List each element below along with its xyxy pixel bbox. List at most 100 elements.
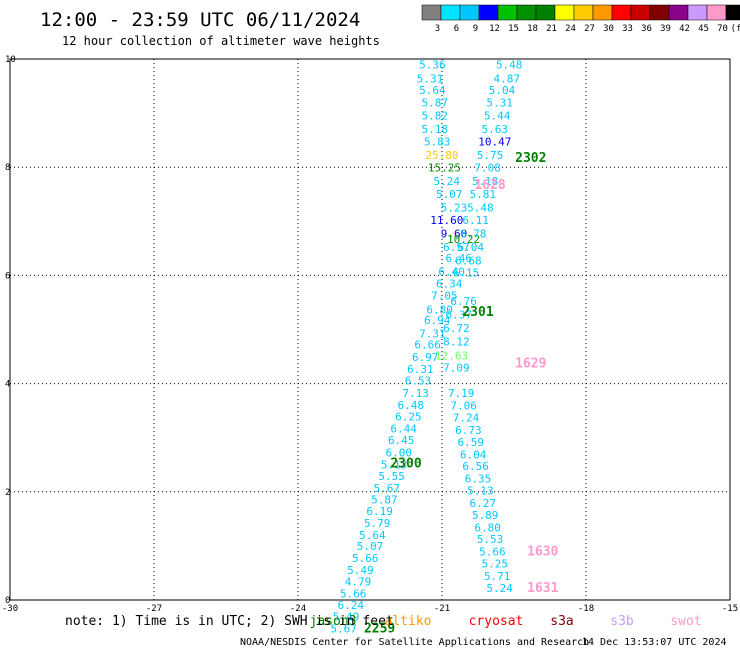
time-label: 1629: [515, 356, 546, 371]
colorbar-label: 42: [679, 24, 690, 34]
plot-frame: [9, 58, 731, 601]
satellite-legend: jason3 altiko cryosat s3a s3b swot: [310, 614, 702, 629]
colorbar-swatch: [668, 4, 689, 21]
x-tick-label: -24: [290, 604, 306, 614]
swh-value: 5.87: [371, 494, 398, 507]
swh-value: 6.80: [474, 521, 501, 534]
swh-value: 5.82: [422, 110, 449, 123]
colorbar-label: 15: [508, 24, 519, 34]
swh-value: 6.35: [465, 473, 492, 486]
colorbar-label: 6: [454, 24, 459, 34]
x-tick-label: -21: [434, 604, 450, 614]
colorbar-swatch: [706, 4, 727, 21]
time-label: 1630: [527, 545, 558, 560]
colorbar-label: 18: [527, 24, 538, 34]
colorbar-swatch: [649, 4, 670, 21]
time-label: 2259: [364, 621, 395, 636]
swh-value: 5.07: [436, 188, 463, 201]
swh-value: 6.04: [460, 448, 487, 461]
swh-value: 5.36: [419, 59, 446, 72]
credit-text: NOAA/NESDIS Center for Satellite Applica…: [240, 637, 589, 648]
colorbar-swatch: [725, 4, 740, 21]
colorbar-swatch: [630, 4, 651, 21]
colorbar-swatch: [535, 4, 556, 21]
swh-value: 5.49: [333, 611, 360, 624]
time-label: 2302: [515, 151, 546, 166]
time-label: 2301: [462, 305, 493, 320]
swh-value: 7.06: [450, 400, 477, 413]
swh-value: 6.97: [412, 351, 439, 364]
swh-value: 6.44: [390, 422, 417, 435]
swh-value: 6.59: [458, 436, 485, 449]
swh-value: 6.66: [414, 338, 441, 351]
swh-value: 5.64: [419, 84, 446, 97]
swh-value: 6.31: [407, 363, 434, 376]
colorbar-swatch: [687, 4, 708, 21]
swh-value: 5.23: [441, 202, 468, 215]
swh-value: 6.56: [462, 460, 489, 473]
swh-value: 6.78: [460, 228, 487, 241]
swh-value: 6.15: [453, 266, 480, 279]
swh-value: 5.79: [364, 517, 391, 530]
swh-value: 5.18: [472, 175, 499, 188]
swh-value: 5.66: [340, 587, 367, 600]
swh-value: 7.13: [402, 387, 429, 400]
y-tick-label: 0: [5, 596, 10, 606]
x-tick-label: -27: [146, 604, 162, 614]
swh-value: 5.53: [477, 533, 504, 546]
y-tick-label: 8: [5, 163, 10, 173]
swh-value: 5.04: [489, 84, 516, 97]
satellite-legend-item: jason3: [310, 614, 357, 629]
plot-grid: [9, 58, 731, 601]
time-labels: 2302 1628 2301 1629 2300 1630 1631 2259: [364, 151, 559, 637]
swh-value: 5.55: [378, 470, 405, 483]
swh-value: 6.11: [462, 214, 489, 227]
colorbar-swatch: [459, 4, 480, 21]
y-tick-label: 2: [5, 488, 10, 498]
x-tick-label: -18: [578, 604, 594, 614]
swh-value: 6.48: [398, 399, 425, 412]
colorbar-label: 36: [641, 24, 652, 34]
swh-value: 5.66: [352, 552, 379, 565]
time-label: 1628: [474, 178, 505, 193]
swh-value: 5.49: [347, 564, 374, 577]
colorbar-swatch: [478, 4, 499, 21]
satellite-legend-item: altiko: [385, 614, 432, 629]
x-tick-label: -30: [2, 604, 18, 614]
swh-value: 7.08: [474, 162, 501, 175]
swh-value: 6.19: [366, 505, 393, 518]
swh-points: 5.365.315.645.875.825.185.8325.8015.255.…: [330, 59, 522, 636]
y-tick-label: 10: [5, 55, 16, 65]
swh-value: 4.79: [345, 575, 372, 588]
colorbar-label: 12: [489, 24, 500, 34]
swh-value: 5.75: [477, 149, 504, 162]
swh-value: 7.19: [448, 387, 475, 400]
swh-value: 12.63: [435, 349, 468, 362]
swh-value: 25.80: [425, 149, 458, 162]
y-tick-label: 6: [5, 271, 10, 281]
swh-value: 5.13: [381, 459, 408, 472]
swh-value: 6.72: [443, 322, 470, 335]
swh-value: 6.45: [388, 434, 415, 447]
chart-title: 12:00 - 23:59 UTC 06/11/2024: [40, 9, 360, 31]
colorbar-swatch: [421, 4, 442, 21]
swh-value: 6.34: [436, 277, 463, 290]
swh-value: 5.89: [472, 509, 499, 522]
swh-value: 5.24: [486, 582, 513, 595]
swh-value: 9.60: [441, 228, 468, 241]
swh-value: 6.73: [455, 424, 482, 437]
axis-ticks: -30 -27 -24 -21 -18 -15 0 2 4 6 8 10: [2, 55, 738, 614]
swh-value: 5.71: [484, 570, 511, 583]
swh-value: 6.53: [405, 375, 432, 388]
colorbar-label: 45: [698, 24, 709, 34]
swh-value: 5.67: [374, 482, 401, 495]
satellite-legend-item: swot: [670, 614, 701, 629]
swh-value: 15.25: [428, 162, 461, 175]
satellite-legend-item: s3a: [550, 614, 573, 629]
swh-value: 6.40: [438, 265, 465, 278]
swh-value: 5.48: [467, 202, 494, 215]
colorbar-label: 3: [435, 24, 440, 34]
colorbar-swatch: [516, 4, 537, 21]
swh-value: 6.57: [443, 241, 470, 254]
swh-value: 6.46: [446, 252, 473, 265]
